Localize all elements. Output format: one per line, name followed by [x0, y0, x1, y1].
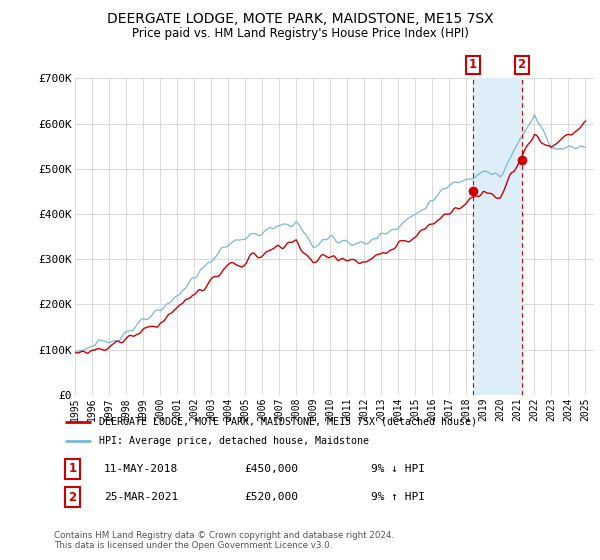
Text: 25-MAR-2021: 25-MAR-2021 — [104, 492, 178, 502]
Text: DEERGATE LODGE, MOTE PARK, MAIDSTONE, ME15 7SX (detached house): DEERGATE LODGE, MOTE PARK, MAIDSTONE, ME… — [99, 417, 477, 427]
Text: Contains HM Land Registry data © Crown copyright and database right 2024.
This d: Contains HM Land Registry data © Crown c… — [54, 531, 394, 550]
Text: £450,000: £450,000 — [244, 464, 298, 474]
Bar — [473, 78, 521, 395]
Text: 11-MAY-2018: 11-MAY-2018 — [104, 464, 178, 474]
Text: 1: 1 — [68, 463, 77, 475]
Text: £520,000: £520,000 — [244, 492, 298, 502]
Text: 2: 2 — [518, 58, 526, 72]
Text: 1: 1 — [469, 58, 477, 72]
Text: DEERGATE LODGE, MOTE PARK, MAIDSTONE, ME15 7SX: DEERGATE LODGE, MOTE PARK, MAIDSTONE, ME… — [107, 12, 493, 26]
Text: HPI: Average price, detached house, Maidstone: HPI: Average price, detached house, Maid… — [99, 436, 369, 446]
Text: 9% ↑ HPI: 9% ↑ HPI — [371, 492, 425, 502]
Text: 2: 2 — [68, 491, 77, 503]
Text: 9% ↓ HPI: 9% ↓ HPI — [371, 464, 425, 474]
Text: Price paid vs. HM Land Registry's House Price Index (HPI): Price paid vs. HM Land Registry's House … — [131, 27, 469, 40]
